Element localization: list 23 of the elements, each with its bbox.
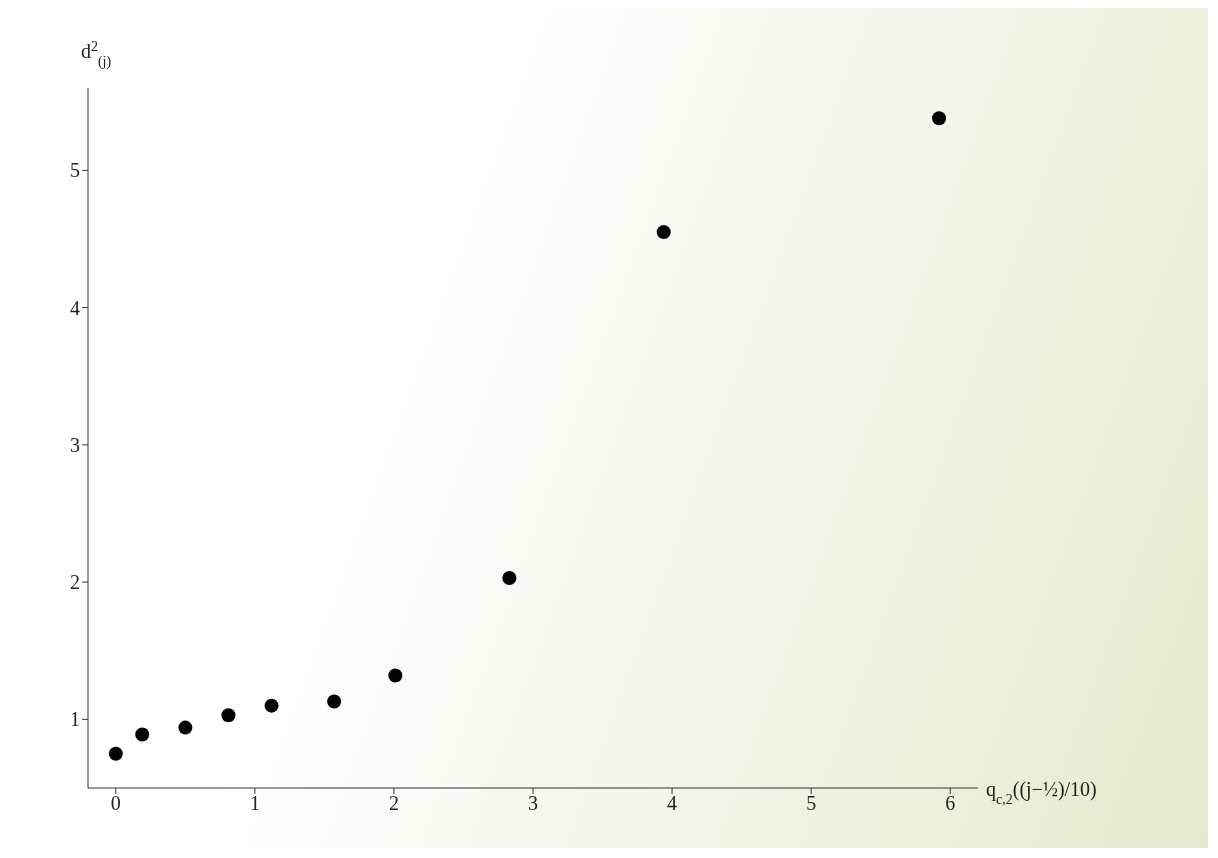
point <box>932 111 947 126</box>
point <box>656 225 671 240</box>
y-tick-label: 3 <box>70 433 80 456</box>
x-tick-label: 4 <box>667 792 678 815</box>
y-tick-label: 2 <box>70 571 80 594</box>
point <box>178 720 193 735</box>
x-tick-label: 3 <box>528 792 538 815</box>
point <box>388 668 403 683</box>
y-tick-label: 1 <box>70 708 80 731</box>
x-tick-label: 5 <box>806 792 817 815</box>
x-tick-label: 0 <box>110 792 121 815</box>
point <box>135 727 150 742</box>
point <box>264 698 279 713</box>
x-axis-title: q$_{c,2}$((j−½)/10) <box>986 778 1097 807</box>
point <box>221 708 236 723</box>
y-tick-label: 4 <box>70 296 80 319</box>
x-tick-label: 1 <box>249 792 260 815</box>
x-tick-label: 2 <box>388 792 399 815</box>
point <box>502 571 517 585</box>
y-tick-label: 5 <box>70 159 80 182</box>
x-tick-label: 6 <box>945 792 956 815</box>
point <box>327 694 342 709</box>
point <box>108 746 123 761</box>
